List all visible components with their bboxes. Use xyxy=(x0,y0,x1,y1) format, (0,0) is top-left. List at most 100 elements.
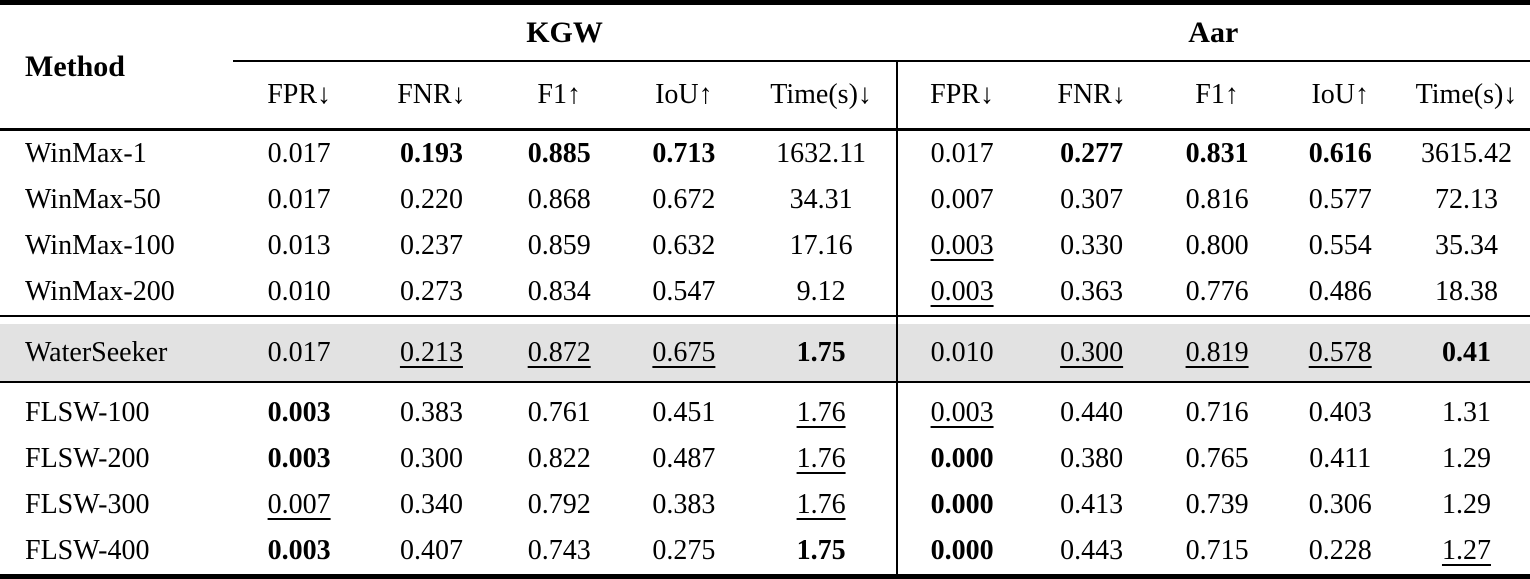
cell-kgw-iou: 0.713 xyxy=(652,138,716,169)
cell-aar-time: 1.29 xyxy=(1441,489,1491,520)
cell-aar-iou: 0.403 xyxy=(1308,397,1372,428)
cell-kgw-fnr: 0.300 xyxy=(399,443,463,474)
cell-aar-time: 0.41 xyxy=(1441,336,1491,368)
cell-aar-f1: 0.716 xyxy=(1185,397,1249,428)
table-row-waterseeker: WaterSeeker 0.017 0.213 0.872 0.675 1.75 0.010… xyxy=(0,324,1530,382)
cell-aar-fpr: 0.003 xyxy=(895,390,1027,436)
cell-aar-time: 18.38 xyxy=(1434,276,1498,307)
group-header-aar: Aar xyxy=(896,2,1530,62)
cell-aar-f1: 0.715 xyxy=(1185,535,1249,566)
cell-aar-fnr: 0.363 xyxy=(1060,276,1124,307)
metric-header-aar-fpr: FPR↓ xyxy=(895,61,1027,131)
cell-aar-time: 72.13 xyxy=(1434,184,1498,215)
cell-aar-iou: 0.411 xyxy=(1309,443,1372,474)
cell-kgw-iou: 0.383 xyxy=(652,489,716,520)
cell-aar-fpr: 0.000 xyxy=(895,528,1027,577)
cell-kgw-f1: 0.872 xyxy=(527,336,591,368)
cell-kgw-time: 1.76 xyxy=(796,489,846,520)
cell-kgw-time: 34.31 xyxy=(789,184,853,215)
cell-kgw-fnr: 0.213 xyxy=(399,336,463,368)
cell-kgw-fpr: 0.003 xyxy=(267,535,331,566)
cell-kgw-iou: 0.275 xyxy=(652,535,716,566)
cell-aar-f1: 0.819 xyxy=(1185,336,1249,368)
metric-header-aar-f1: F1↑ xyxy=(1156,61,1278,131)
metric-header-kgw-f1: F1↑ xyxy=(497,61,622,131)
table-row-winmax-1: WinMax-1 0.017 0.193 0.885 0.713 1632.11 0.017… xyxy=(0,129,1530,177)
cell-kgw-iou: 0.672 xyxy=(652,184,716,215)
cell-kgw-iou: 0.451 xyxy=(652,397,716,428)
cell-aar-fnr: 0.307 xyxy=(1060,184,1124,215)
group-header-kgw: KGW xyxy=(232,2,897,62)
cell-aar-fpr: 0.007 xyxy=(895,177,1027,223)
cell-kgw-fpr: 0.013 xyxy=(267,230,331,261)
cell-aar-fpr: 0.010 xyxy=(895,324,1027,382)
section-separator-rule xyxy=(0,315,1530,324)
cell-aar-fnr: 0.440 xyxy=(1060,397,1124,428)
cell-aar-fpr: 0.003 xyxy=(895,269,1027,316)
method-cell: FLSW-400 xyxy=(25,535,150,566)
cell-kgw-fpr: 0.003 xyxy=(267,443,331,474)
cell-aar-fpr: 0.000 xyxy=(895,482,1027,528)
method-cell: WinMax-50 xyxy=(25,184,161,215)
cell-aar-iou: 0.577 xyxy=(1308,184,1372,215)
cell-aar-fpr: 0.003 xyxy=(895,223,1027,269)
metric-header-kgw-time: Time(s)↓ xyxy=(746,61,897,131)
method-column-header: Method xyxy=(0,2,233,131)
separator-segment xyxy=(895,315,1530,324)
cell-aar-time: 35.34 xyxy=(1434,230,1498,261)
cell-kgw-fnr: 0.220 xyxy=(399,184,463,215)
cell-aar-fnr: 0.380 xyxy=(1060,443,1124,474)
metric-header-kgw-fpr: FPR↓ xyxy=(232,61,366,131)
cell-kgw-fpr: 0.010 xyxy=(267,276,331,307)
metric-header-kgw-fnr: FNR↓ xyxy=(365,61,498,131)
cell-kgw-iou: 0.675 xyxy=(652,336,716,368)
metric-header-aar-time: Time(s)↓ xyxy=(1402,61,1530,131)
cell-kgw-fnr: 0.193 xyxy=(399,138,463,169)
method-cell: FLSW-300 xyxy=(25,489,150,520)
cell-aar-fpr: 0.017 xyxy=(895,129,1027,177)
cell-aar-iou: 0.578 xyxy=(1308,336,1372,368)
cell-kgw-f1: 0.743 xyxy=(527,535,591,566)
table-row-flsw-100: FLSW-100 0.003 0.383 0.761 0.451 1.76 0.003 0.4… xyxy=(0,390,1530,436)
cell-kgw-fnr: 0.237 xyxy=(399,230,463,261)
table-row-flsw-400: FLSW-400 0.003 0.407 0.743 0.275 1.75 0.000 0.4… xyxy=(0,528,1530,577)
cell-kgw-fpr: 0.003 xyxy=(267,397,331,428)
cell-kgw-f1: 0.822 xyxy=(527,443,591,474)
cell-aar-fnr: 0.330 xyxy=(1060,230,1124,261)
cell-aar-fnr: 0.277 xyxy=(1060,138,1124,169)
cell-kgw-f1: 0.761 xyxy=(527,397,591,428)
cell-aar-iou: 0.616 xyxy=(1308,138,1372,169)
metric-header-kgw-iou: IoU↑ xyxy=(621,61,747,131)
method-cell: WaterSeeker xyxy=(25,336,168,368)
separator-segment xyxy=(0,315,897,324)
cell-kgw-f1: 0.885 xyxy=(527,138,591,169)
cell-kgw-fnr: 0.383 xyxy=(399,397,463,428)
metric-header-aar-iou: IoU↑ xyxy=(1277,61,1403,131)
cell-aar-iou: 0.554 xyxy=(1308,230,1372,261)
cell-aar-f1: 0.800 xyxy=(1185,230,1249,261)
cell-kgw-iou: 0.487 xyxy=(652,443,716,474)
metric-header-row: FPR↓ FNR↓ F1↑ IoU↑ Time(s)↓ FPR↓ FNR↓ F1↑ IoU↑ Ti… xyxy=(0,61,1530,131)
cell-kgw-f1: 0.792 xyxy=(527,489,591,520)
cell-kgw-fnr: 0.407 xyxy=(399,535,463,566)
cell-kgw-f1: 0.868 xyxy=(527,184,591,215)
method-cell: FLSW-100 xyxy=(25,397,150,428)
cell-kgw-f1: 0.834 xyxy=(527,276,591,307)
cell-kgw-iou: 0.632 xyxy=(652,230,716,261)
cell-kgw-iou: 0.547 xyxy=(652,276,716,307)
table-row-winmax-100: WinMax-100 0.013 0.237 0.859 0.632 17.16 0.003… xyxy=(0,223,1530,269)
cell-aar-iou: 0.306 xyxy=(1308,489,1372,520)
method-cell: WinMax-1 xyxy=(25,138,147,169)
cell-kgw-time: 1632.11 xyxy=(776,138,867,169)
cell-kgw-time: 9.12 xyxy=(796,276,846,307)
separator-segment xyxy=(895,381,1530,390)
method-cell: WinMax-100 xyxy=(25,230,175,261)
group-header-row: Method KGW Aar xyxy=(0,2,1530,131)
cell-aar-iou: 0.486 xyxy=(1308,276,1372,307)
cell-aar-time: 1.29 xyxy=(1441,443,1491,474)
cell-aar-time: 1.27 xyxy=(1441,535,1491,566)
cell-aar-f1: 0.776 xyxy=(1185,276,1249,307)
metric-header-aar-fnr: FNR↓ xyxy=(1026,61,1157,131)
cell-kgw-time: 1.76 xyxy=(796,443,846,474)
separator-segment xyxy=(0,381,897,390)
